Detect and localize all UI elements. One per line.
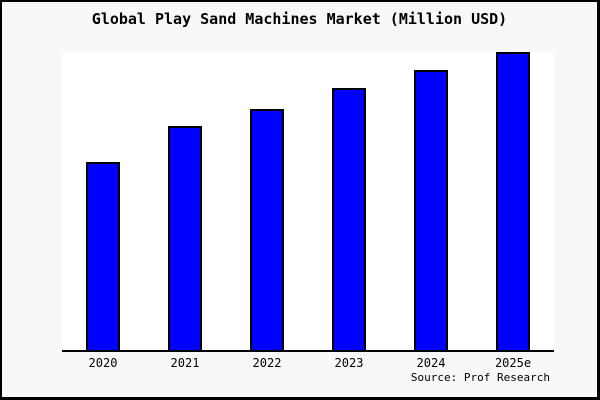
bar-2024: [414, 70, 448, 350]
x-tick-label-2022: 2022: [252, 356, 282, 370]
bar-2022: [250, 109, 284, 350]
source-credit: Source: Prof Research: [410, 371, 550, 384]
bar-2023: [332, 88, 366, 350]
bar-2025e: [496, 52, 530, 350]
x-tick-label-2020: 2020: [88, 356, 118, 370]
x-tick-label-2025e: 2025e: [494, 356, 532, 370]
x-tick-label-2021: 2021: [170, 356, 200, 370]
chart-title: Global Play Sand Machines Market (Millio…: [91, 10, 508, 28]
bar-2021: [168, 126, 202, 350]
x-tick-label-2024: 2024: [416, 356, 446, 370]
x-axis-labels: 2020 2021 2022 2023 2024 2025e: [62, 356, 554, 372]
x-tick-label-2023: 2023: [334, 356, 364, 370]
bar-2020: [86, 162, 120, 350]
plot-area: [62, 52, 554, 352]
